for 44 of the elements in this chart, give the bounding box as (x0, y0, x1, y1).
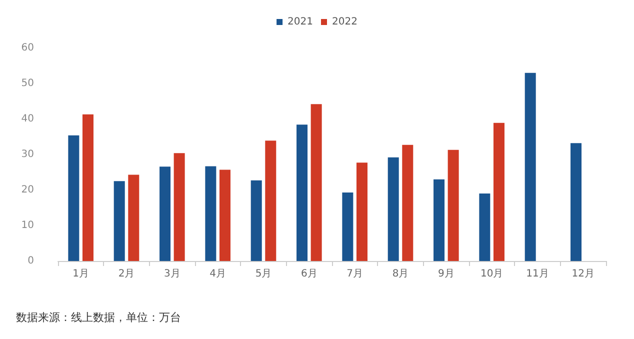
x-tick-label: 11月 (526, 268, 549, 280)
bar (493, 122, 504, 261)
bar (128, 174, 140, 261)
bar (219, 170, 230, 261)
legend-label: 2022 (332, 16, 358, 28)
bar (68, 135, 80, 261)
bar (160, 166, 171, 261)
y-tick-label: 0 (28, 256, 34, 266)
x-tick-label: 6月 (300, 268, 318, 280)
bar (448, 150, 459, 261)
source-note: 数据来源：线上数据，单位：万台 (16, 311, 181, 324)
x-tick-label: 10月 (480, 268, 504, 280)
bar (82, 114, 94, 261)
y-tick-label: 40 (21, 114, 34, 124)
x-tick-label: 2月 (118, 268, 135, 280)
bar (265, 140, 276, 261)
bar (205, 166, 216, 261)
bar (174, 153, 185, 261)
legend-label: 2021 (288, 16, 314, 28)
bar (310, 104, 322, 261)
bar (296, 124, 308, 261)
bar (342, 192, 354, 261)
bar (524, 72, 536, 261)
y-tick-label: 10 (21, 220, 34, 231)
x-tick-label: 1月 (72, 268, 90, 280)
y-tick-label: 50 (21, 78, 34, 89)
y-tick-label: 60 (21, 42, 34, 54)
x-tick-label: 5月 (255, 268, 272, 280)
bar (402, 144, 414, 261)
x-tick-label: 7月 (346, 268, 364, 280)
bar (434, 179, 445, 261)
y-tick-label: 30 (21, 149, 34, 160)
x-tick-label: 4月 (210, 268, 226, 280)
x-tick-label: 12月 (572, 268, 595, 280)
bar (479, 194, 490, 261)
bar (250, 180, 262, 261)
x-tick-label: 9月 (438, 268, 454, 280)
bar (356, 162, 368, 261)
y-tick-label: 20 (21, 184, 34, 196)
bar (570, 143, 582, 261)
x-tick-label: 3月 (164, 268, 180, 280)
x-tick-label: 8月 (392, 268, 409, 280)
bar (388, 157, 399, 261)
bar (114, 181, 125, 261)
